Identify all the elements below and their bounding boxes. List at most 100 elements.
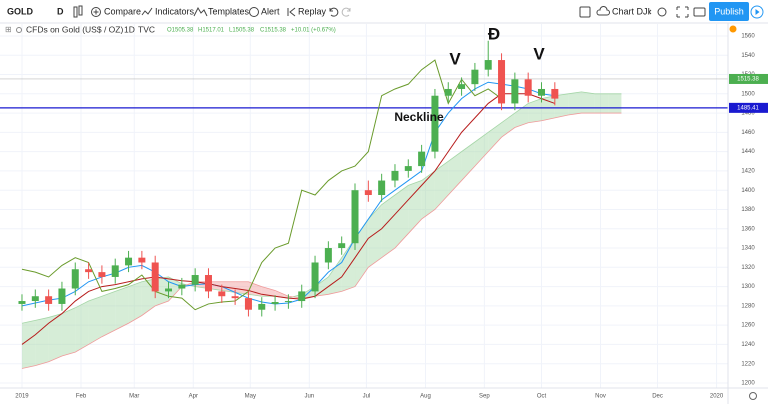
indicators-button[interactable]: Indicators	[155, 6, 195, 16]
compare-button[interactable]: Compare	[104, 6, 141, 16]
alert-icon	[249, 7, 259, 17]
cloud-segment	[61, 307, 76, 356]
fullscreen-square[interactable]	[579, 6, 591, 18]
chart-style-button[interactable]	[73, 5, 83, 18]
x-tick-label: Mar	[129, 394, 139, 400]
candle-body	[204, 275, 212, 292]
visibility-icon[interactable]	[16, 27, 22, 33]
cloud-segment	[581, 91, 595, 114]
cloud-segment	[235, 281, 249, 295]
replay-button[interactable]: Replay	[298, 6, 327, 16]
candle-body	[364, 190, 372, 196]
candle-body	[404, 166, 412, 171]
cloud-segment	[261, 286, 276, 297]
templates-button[interactable]: Templates	[208, 6, 250, 16]
candle-body	[31, 296, 39, 302]
cloud-segment	[328, 257, 342, 295]
y-tick-label: 1500	[741, 91, 755, 97]
candle-body	[324, 248, 332, 263]
x-tick-label: Aug	[420, 394, 431, 400]
x-tick-label: Nov	[595, 394, 606, 400]
cloud-segment	[528, 98, 542, 123]
fullscreen-button[interactable]	[676, 6, 689, 18]
collapse-icon[interactable]: ⊞	[5, 25, 12, 34]
cloud-segment	[501, 113, 515, 138]
interval[interactable]: D	[57, 6, 64, 16]
redo-button[interactable]	[341, 7, 351, 17]
candle-body	[111, 265, 119, 277]
y-tick-label: 1200	[741, 381, 755, 387]
annotation: Đ	[488, 24, 500, 43]
cloud-segment	[115, 286, 129, 330]
settings-button[interactable]	[657, 7, 667, 17]
notification-dot[interactable]	[729, 25, 737, 33]
cloud-segment	[434, 161, 449, 210]
axis-settings-button[interactable]	[749, 392, 757, 400]
candle-body	[98, 272, 106, 277]
y-tick-label: 1280	[741, 303, 755, 309]
indicator-line	[21, 59, 502, 311]
layout-menu[interactable]	[648, 9, 652, 15]
candle-body	[125, 257, 133, 266]
y-tick-label: 1300	[741, 284, 755, 290]
candle-body	[71, 269, 79, 289]
cloud-segment	[421, 170, 435, 220]
templates-icon	[193, 6, 208, 17]
cloud-segment	[88, 296, 102, 345]
y-tick-label: 1320	[741, 265, 755, 271]
price-label-bg	[729, 102, 768, 113]
toolbar	[0, 0, 768, 23]
cloud-segment	[368, 204, 382, 268]
candle-body	[418, 151, 426, 167]
cloud-segment	[461, 141, 475, 181]
annotation: V	[533, 44, 545, 63]
candle-body	[298, 291, 306, 302]
compare-plus	[93, 9, 99, 15]
candle-body	[351, 190, 359, 244]
y-tick-label: 1420	[741, 168, 755, 174]
cloud-icon	[596, 6, 610, 16]
candle-body	[244, 298, 252, 310]
candle-body	[218, 291, 226, 297]
candle-body	[231, 296, 239, 299]
cloud-segment	[248, 281, 262, 297]
candle-body	[484, 60, 492, 70]
play-icon	[755, 9, 760, 15]
candle-body	[524, 79, 532, 96]
cloud-segment	[554, 93, 569, 118]
cloud-segment	[101, 291, 116, 337]
replay-icon	[287, 7, 296, 17]
layout-name[interactable]: Chart DJI	[612, 6, 650, 16]
y-tick-label: 1540	[741, 53, 755, 59]
alert-button[interactable]: Alert	[261, 6, 280, 16]
cloud-segment	[35, 317, 49, 366]
candle-body	[311, 262, 319, 292]
y-tick-label: 1560	[741, 34, 755, 40]
symbol[interactable]: GOLD	[7, 6, 33, 16]
candle-body	[165, 288, 173, 292]
snapshot-button[interactable]	[693, 7, 706, 17]
cloud-span-b	[21, 112, 622, 369]
price-label: 1515.38	[737, 77, 759, 83]
cloud-segment	[21, 320, 36, 369]
candle-body	[431, 95, 439, 152]
candle-body	[391, 170, 399, 181]
cloud-segment	[474, 132, 489, 167]
undo-button[interactable]	[329, 7, 339, 17]
x-tick-label: 2019	[15, 394, 29, 400]
y-tick-label: 1400	[741, 188, 755, 194]
play-button[interactable]	[750, 5, 764, 19]
x-tick-label: Apr	[189, 394, 198, 400]
cloud-segment	[408, 180, 422, 234]
y-tick-label: 1480	[741, 111, 755, 117]
y-tick-label: 1220	[741, 361, 755, 367]
cloud-segment	[394, 185, 409, 249]
cloud-segment	[514, 103, 529, 128]
legend-name: CFDs on Gold (US$ / OZ)	[26, 24, 123, 34]
x-tick-label: Jun	[304, 394, 314, 400]
legend-open: O1505.38	[167, 28, 194, 34]
publish-button[interactable]	[709, 2, 749, 21]
y-tick-label: 1360	[741, 226, 755, 232]
